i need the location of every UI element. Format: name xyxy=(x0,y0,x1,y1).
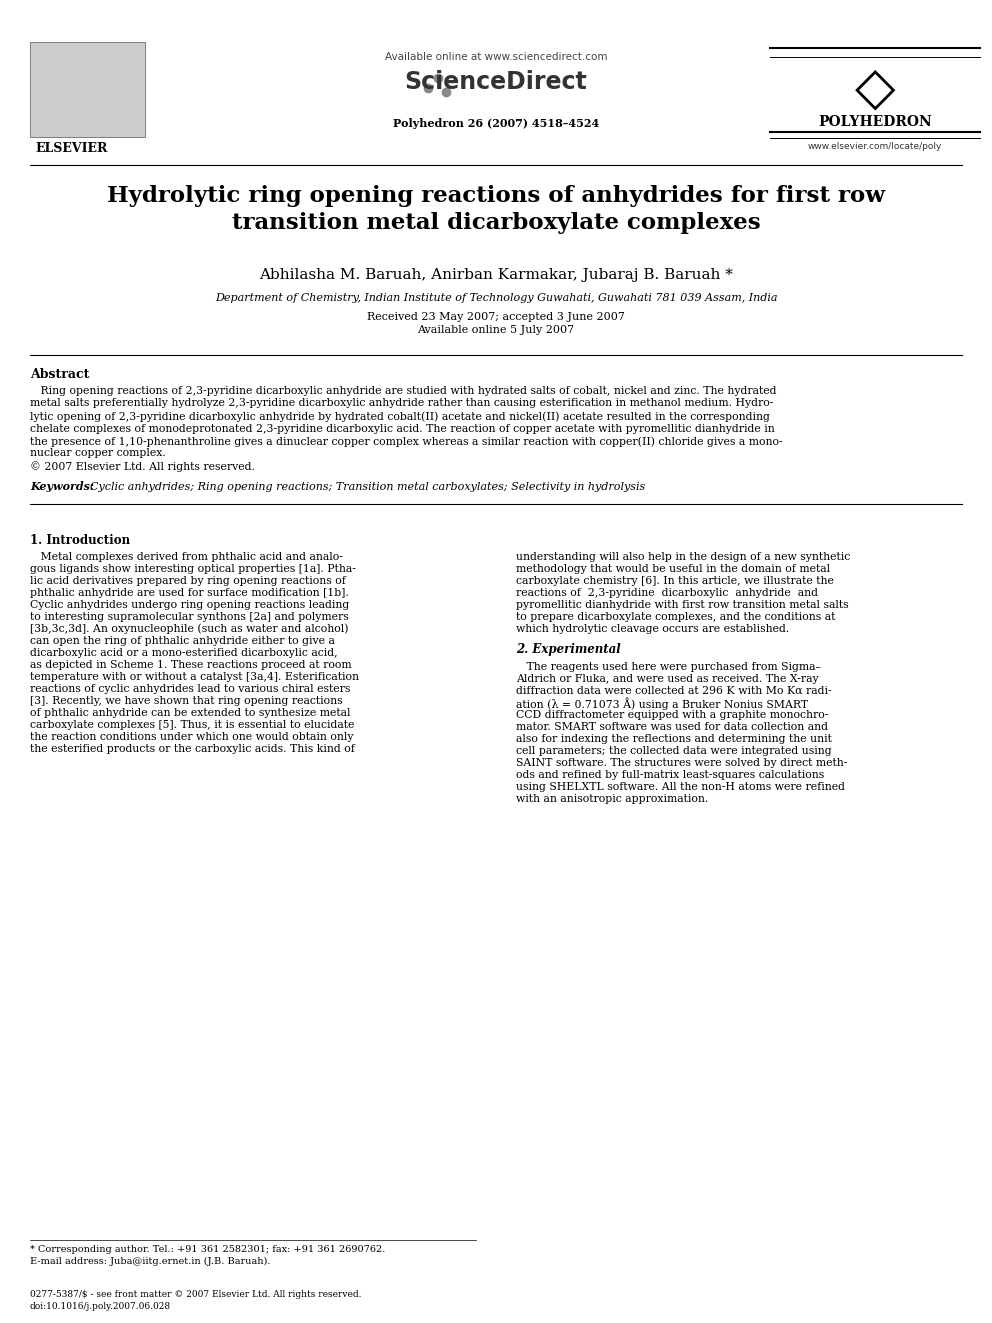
Text: nuclear copper complex.: nuclear copper complex. xyxy=(30,448,166,459)
Text: Hydrolytic ring opening reactions of anhydrides for first row: Hydrolytic ring opening reactions of anh… xyxy=(107,185,885,206)
Text: ation (λ = 0.71073 Å) using a Bruker Nonius SMART: ation (λ = 0.71073 Å) using a Bruker Non… xyxy=(516,697,808,710)
Text: chelate complexes of monodeprotonated 2,3-pyridine dicarboxylic acid. The reacti: chelate complexes of monodeprotonated 2,… xyxy=(30,423,775,434)
Text: Available online at www.sciencedirect.com: Available online at www.sciencedirect.co… xyxy=(385,52,607,62)
Text: 1. Introduction: 1. Introduction xyxy=(30,533,130,546)
Text: 2. Experimental: 2. Experimental xyxy=(516,643,621,656)
Text: ods and refined by full-matrix least-squares calculations: ods and refined by full-matrix least-squ… xyxy=(516,770,824,779)
Text: lytic opening of 2,3-pyridine dicarboxylic anhydride by hydrated cobalt(II) acet: lytic opening of 2,3-pyridine dicarboxyl… xyxy=(30,411,770,422)
Text: Aldrich or Fluka, and were used as received. The X-ray: Aldrich or Fluka, and were used as recei… xyxy=(516,673,818,684)
FancyBboxPatch shape xyxy=(30,42,145,138)
Text: lic acid derivatives prepared by ring opening reactions of: lic acid derivatives prepared by ring op… xyxy=(30,576,346,586)
Text: to prepare dicarboxylate complexes, and the conditions at: to prepare dicarboxylate complexes, and … xyxy=(516,611,835,622)
Text: the presence of 1,10-phenanthroline gives a dinuclear copper complex whereas a s: the presence of 1,10-phenanthroline give… xyxy=(30,437,783,447)
Text: Keywords:: Keywords: xyxy=(30,482,94,492)
Text: carboxylate complexes [5]. Thus, it is essential to elucidate: carboxylate complexes [5]. Thus, it is e… xyxy=(30,720,354,729)
Text: also for indexing the reflections and determining the unit: also for indexing the reflections and de… xyxy=(516,733,832,744)
Text: Polyhedron 26 (2007) 4518–4524: Polyhedron 26 (2007) 4518–4524 xyxy=(393,118,599,130)
Text: diffraction data were collected at 296 K with Mo Kα radi-: diffraction data were collected at 296 K… xyxy=(516,685,831,696)
Text: Metal complexes derived from phthalic acid and analo-: Metal complexes derived from phthalic ac… xyxy=(30,552,343,561)
Text: carboxylate chemistry [6]. In this article, we illustrate the: carboxylate chemistry [6]. In this artic… xyxy=(516,576,834,586)
Text: The reagents used here were purchased from Sigma–: The reagents used here were purchased fr… xyxy=(516,662,821,672)
Text: doi:10.1016/j.poly.2007.06.028: doi:10.1016/j.poly.2007.06.028 xyxy=(30,1302,172,1311)
Text: 0277-5387/$ - see front matter © 2007 Elsevier Ltd. All rights reserved.: 0277-5387/$ - see front matter © 2007 El… xyxy=(30,1290,361,1299)
Text: Cyclic anhydrides undergo ring opening reactions leading: Cyclic anhydrides undergo ring opening r… xyxy=(30,599,349,610)
Text: [3b,3c,3d]. An oxynucleophile (such as water and alcohol): [3b,3c,3d]. An oxynucleophile (such as w… xyxy=(30,623,348,634)
Text: Available online 5 July 2007: Available online 5 July 2007 xyxy=(418,325,574,335)
Text: ◇: ◇ xyxy=(855,62,896,114)
Text: SAINT software. The structures were solved by direct meth-: SAINT software. The structures were solv… xyxy=(516,758,847,767)
Text: the reaction conditions under which one would obtain only: the reaction conditions under which one … xyxy=(30,732,353,741)
Text: pyromellitic dianhydride with first row transition metal salts: pyromellitic dianhydride with first row … xyxy=(516,599,848,610)
Text: reactions of cyclic anhydrides lead to various chiral esters: reactions of cyclic anhydrides lead to v… xyxy=(30,684,350,693)
Text: ELSEVIER: ELSEVIER xyxy=(36,142,108,155)
Text: transition metal dicarboxylate complexes: transition metal dicarboxylate complexes xyxy=(231,212,761,234)
Text: understanding will also help in the design of a new synthetic: understanding will also help in the desi… xyxy=(516,552,850,561)
Text: Cyclic anhydrides; Ring opening reactions; Transition metal carboxylates; Select: Cyclic anhydrides; Ring opening reaction… xyxy=(90,482,645,492)
Text: phthalic anhydride are used for surface modification [1b].: phthalic anhydride are used for surface … xyxy=(30,587,349,598)
Text: to interesting supramolecular synthons [2a] and polymers: to interesting supramolecular synthons [… xyxy=(30,611,349,622)
Text: reactions of  2,3-pyridine  dicarboxylic  anhydride  and: reactions of 2,3-pyridine dicarboxylic a… xyxy=(516,587,818,598)
Text: Ring opening reactions of 2,3-pyridine dicarboxylic anhydride are studied with h: Ring opening reactions of 2,3-pyridine d… xyxy=(30,386,777,396)
Text: Abhilasha M. Baruah, Anirban Karmakar, Jubaraj B. Baruah *: Abhilasha M. Baruah, Anirban Karmakar, J… xyxy=(259,269,733,282)
Text: dicarboxylic acid or a mono-esterified dicarboxylic acid,: dicarboxylic acid or a mono-esterified d… xyxy=(30,647,337,658)
Text: [3]. Recently, we have shown that ring opening reactions: [3]. Recently, we have shown that ring o… xyxy=(30,696,342,705)
Text: can open the ring of phthalic anhydride either to give a: can open the ring of phthalic anhydride … xyxy=(30,635,335,646)
Text: gous ligands show interesting optical properties [1a]. Ptha-: gous ligands show interesting optical pr… xyxy=(30,564,356,573)
Text: which hydrolytic cleavage occurs are established.: which hydrolytic cleavage occurs are est… xyxy=(516,623,790,634)
Text: E-mail address: Juba@iitg.ernet.in (J.B. Baruah).: E-mail address: Juba@iitg.ernet.in (J.B.… xyxy=(30,1257,271,1266)
Text: CCD diffractometer equipped with a graphite monochro-: CCD diffractometer equipped with a graph… xyxy=(516,709,828,720)
Text: POLYHEDRON: POLYHEDRON xyxy=(818,115,931,130)
Text: temperature with or without a catalyst [3a,4]. Esterification: temperature with or without a catalyst [… xyxy=(30,672,359,681)
Text: cell parameters; the collected data were integrated using: cell parameters; the collected data were… xyxy=(516,745,831,755)
Text: ScienceDirect: ScienceDirect xyxy=(405,70,587,94)
Text: methodology that would be useful in the domain of metal: methodology that would be useful in the … xyxy=(516,564,830,573)
Text: of phthalic anhydride can be extended to synthesize metal: of phthalic anhydride can be extended to… xyxy=(30,708,350,717)
Text: metal salts preferentially hydrolyze 2,3-pyridine dicarboxylic anhydride rather : metal salts preferentially hydrolyze 2,3… xyxy=(30,398,774,409)
Text: www.elsevier.com/locate/poly: www.elsevier.com/locate/poly xyxy=(807,142,942,151)
Text: mator. SMART software was used for data collection and: mator. SMART software was used for data … xyxy=(516,721,828,732)
Text: as depicted in Scheme 1. These reactions proceed at room: as depicted in Scheme 1. These reactions… xyxy=(30,659,351,669)
Text: * Corresponding author. Tel.: +91 361 2582301; fax: +91 361 2690762.: * Corresponding author. Tel.: +91 361 25… xyxy=(30,1245,385,1254)
Text: Abstract: Abstract xyxy=(30,368,89,381)
Text: Received 23 May 2007; accepted 3 June 2007: Received 23 May 2007; accepted 3 June 20… xyxy=(367,312,625,321)
Text: with an anisotropic approximation.: with an anisotropic approximation. xyxy=(516,794,708,803)
Text: © 2007 Elsevier Ltd. All rights reserved.: © 2007 Elsevier Ltd. All rights reserved… xyxy=(30,460,255,472)
Text: the esterified products or the carboxylic acids. This kind of: the esterified products or the carboxyli… xyxy=(30,744,355,754)
Text: using SHELXTL software. All the non-H atoms were refined: using SHELXTL software. All the non-H at… xyxy=(516,782,845,791)
Text: Department of Chemistry, Indian Institute of Technology Guwahati, Guwahati 781 0: Department of Chemistry, Indian Institut… xyxy=(214,292,778,303)
